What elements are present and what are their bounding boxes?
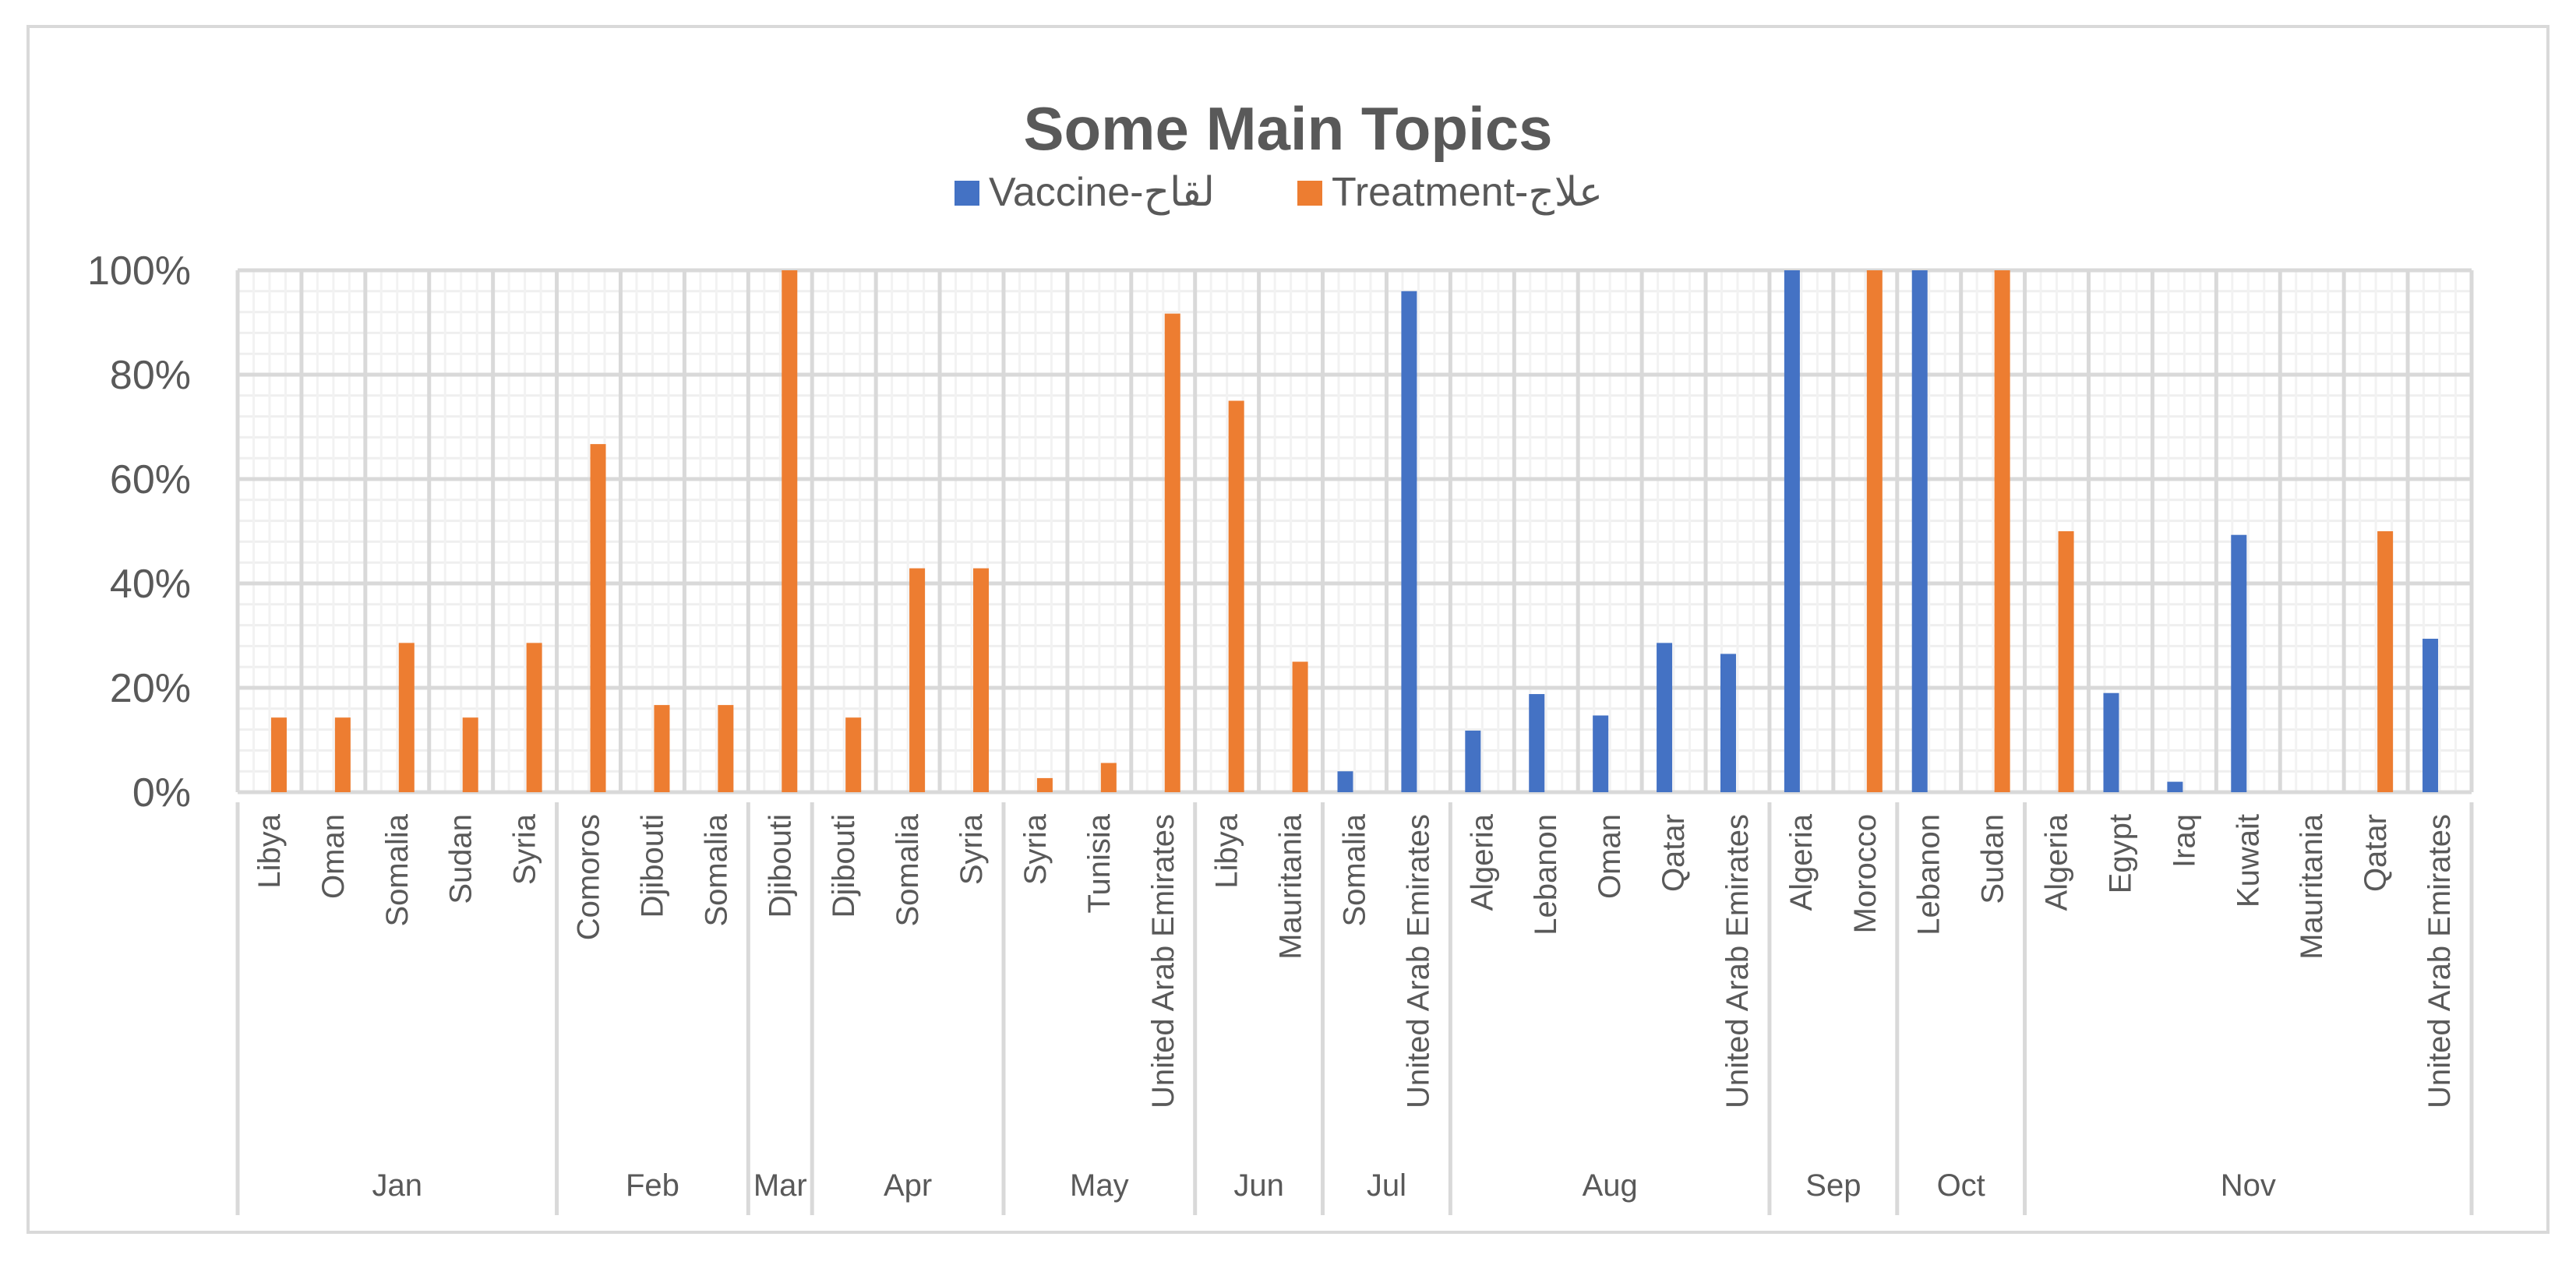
bar-vaccine-jul-united-arab-emirates: [1401, 291, 1417, 792]
x-category-label: Syria: [508, 813, 542, 885]
y-tick-label: 60%: [110, 457, 191, 502]
axes: 0% 20% 40% 60% 80% 100% Libya Oman Somalia Sudan S…: [87, 248, 2474, 1215]
bar-treatment-oct-sudan: [1994, 270, 2010, 792]
bar-vaccine-nov-kuwait: [2231, 534, 2247, 792]
bar-treatment-mar-djibouti: [782, 270, 798, 792]
x-category-label: United Arab Emirates: [1401, 814, 1435, 1108]
bar-treatment-nov-qatar: [2377, 531, 2394, 792]
bar-vaccine-aug-qatar: [1657, 643, 1673, 792]
x-category-label: Syria: [1018, 813, 1053, 885]
x-category-label: Libya: [1210, 813, 1244, 888]
legend: Vaccine-لقاح Treatment-علاج: [955, 170, 1603, 216]
x-category-label: Djibouti: [635, 814, 669, 918]
bar-treatment-jan-oman: [334, 717, 351, 792]
x-month-label: Sep: [1805, 1168, 1861, 1203]
x-category-label: Libya: [252, 813, 287, 888]
x-month-label: Oct: [1937, 1168, 1985, 1203]
bar-vaccine-aug-algeria: [1465, 730, 1481, 792]
x-category-label: United Arab Emirates: [2422, 814, 2457, 1108]
y-tick-label: 40%: [110, 562, 191, 607]
bar-treatment-jan-syria: [526, 643, 542, 792]
x-month-label: Aug: [1583, 1168, 1638, 1203]
x-month-label: Mar: [753, 1168, 807, 1203]
bar-treatment-sep-morocco: [1866, 270, 1883, 792]
x-month-label: Jun: [1233, 1168, 1284, 1203]
x-category-label: Somalia: [891, 813, 925, 926]
x-category-label: Somalia: [1338, 813, 1372, 926]
bar-treatment-apr-somalia: [909, 568, 926, 792]
bar-treatment-jun-libya: [1228, 400, 1244, 792]
bar-treatment-jan-sudan: [462, 717, 478, 792]
x-category-label: Oman: [316, 814, 351, 899]
x-category-label: Syria: [955, 813, 989, 885]
x-category-label: Lebanon: [1912, 814, 1946, 936]
bar-vaccine-aug-united-arab-emirates: [1720, 654, 1736, 792]
x-category-label: Iraq: [2167, 814, 2201, 868]
x-category-label: Qatar: [1657, 814, 1691, 892]
bar-vaccine-nov-united-arab-emirates: [2422, 639, 2439, 792]
grid-lines: [235, 268, 2474, 795]
legend-label-vaccine: Vaccine-لقاح: [989, 170, 1215, 216]
bars: [270, 270, 2439, 792]
x-category-label: Somalia: [380, 813, 415, 926]
x-category-label: Sudan: [444, 814, 478, 904]
bar-vaccine-nov-egypt: [2103, 692, 2119, 792]
bar-treatment-may-tunisia: [1100, 763, 1117, 792]
y-tick-label: 80%: [110, 353, 191, 398]
bar-treatment-may-syria: [1036, 777, 1053, 792]
bar-vaccine-oct-lebanon: [1911, 270, 1928, 792]
x-month-label: Nov: [2221, 1168, 2276, 1203]
chart-title: Some Main Topics: [1024, 94, 1553, 163]
bar-treatment-apr-djibouti: [845, 717, 862, 792]
bar-treatment-feb-somalia: [718, 705, 734, 792]
bar-treatment-feb-djibouti: [654, 705, 670, 792]
x-category-label: Mauritania: [2295, 813, 2329, 960]
x-category-label: Egypt: [2103, 814, 2137, 893]
x-category-label: Djibouti: [827, 814, 861, 918]
x-category-label: Kuwait: [2231, 814, 2265, 907]
y-tick-label: 0%: [132, 770, 191, 816]
x-category-label: Algeria: [2040, 813, 2074, 911]
bar-treatment-nov-algeria: [2058, 531, 2074, 792]
x-category-label: United Arab Emirates: [1146, 814, 1180, 1108]
x-category-label: Qatar: [2359, 814, 2393, 892]
bar-treatment-jun-mauritania: [1292, 661, 1308, 792]
bar-treatment-may-united-arab-emirates: [1164, 313, 1180, 792]
x-category-label: Somalia: [699, 813, 733, 926]
x-month-label: May: [1070, 1168, 1129, 1203]
bar-vaccine-nov-iraq: [2167, 781, 2183, 792]
x-category-label: Morocco: [1848, 814, 1883, 933]
bar-vaccine-jul-somalia: [1337, 771, 1353, 792]
bar-vaccine-aug-lebanon: [1529, 694, 1545, 792]
y-tick-label: 100%: [87, 248, 191, 294]
x-category-label: Lebanon: [1529, 814, 1563, 936]
x-category-label: United Arab Emirates: [1720, 814, 1755, 1108]
x-category-label: Oman: [1593, 814, 1627, 899]
legend-swatch-vaccine: [955, 181, 979, 206]
bar-treatment-feb-comoros: [590, 444, 606, 792]
bar-treatment-jan-somalia: [398, 643, 415, 792]
x-category-label: Sudan: [1976, 814, 2010, 904]
legend-label-treatment: Treatment-علاج: [1332, 170, 1603, 216]
x-category-label: Djibouti: [763, 814, 797, 918]
y-tick-label: 20%: [110, 666, 191, 711]
x-month-label: Jan: [372, 1168, 423, 1203]
bar-treatment-apr-syria: [973, 568, 990, 792]
x-category-label: Mauritania: [1274, 813, 1308, 960]
legend-swatch-treatment: [1297, 181, 1322, 206]
x-category-label: Algeria: [1465, 813, 1499, 911]
x-category-label: Algeria: [1784, 813, 1819, 911]
x-month-label: Apr: [884, 1168, 932, 1203]
bar-vaccine-aug-oman: [1593, 715, 1609, 792]
bar-vaccine-sep-algeria: [1784, 270, 1800, 792]
x-category-label: Comoros: [572, 814, 606, 940]
x-category-label: Tunisia: [1082, 813, 1117, 913]
bar-treatment-jan-libya: [270, 717, 287, 792]
x-month-label: Feb: [626, 1168, 679, 1203]
x-month-label: Jul: [1367, 1168, 1406, 1203]
